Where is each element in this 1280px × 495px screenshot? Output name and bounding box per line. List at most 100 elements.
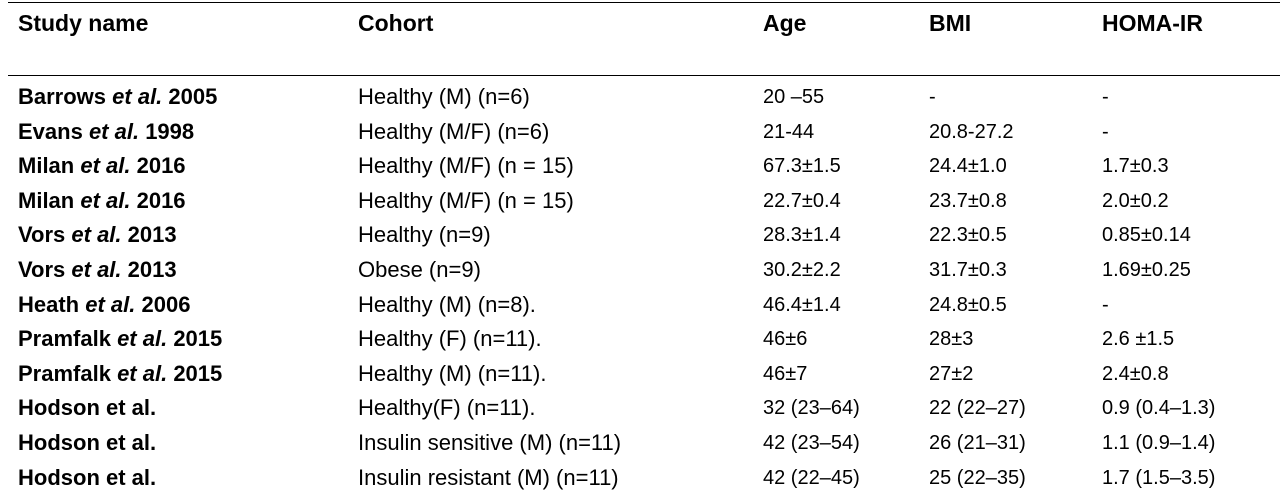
cohort-cell: Healthy (F) (n=11). (358, 326, 542, 352)
table-row: Barrows et al. 2005 Healthy (M) (n=6) 20 –… (8, 80, 1280, 114)
study-name-cell: Pramfalk et al. 2015 (18, 322, 222, 356)
study-author: Barrows (18, 84, 113, 109)
bmi-cell: 31.7±0.3 (929, 259, 1007, 281)
age-cell: 67.3±1.5 (763, 155, 841, 178)
study-name-cell: Hodson et al. (18, 461, 156, 495)
study-name-cell: Milan et al. 2016 (18, 184, 186, 218)
cohort-cell: Healthy (M) (n=8). (358, 291, 536, 317)
study-etal: et al. (85, 291, 136, 317)
study-etal: et al. (88, 118, 140, 144)
table-row: Pramfalk et al. 2015 Healthy (F) (n=11). 4… (8, 322, 1280, 356)
study-author: Vors (18, 222, 72, 248)
age-cell: 21-44 (763, 120, 815, 143)
study-author: Hodson et al. (18, 395, 157, 421)
study-name-cell: Vors et al. 2013 (18, 218, 177, 252)
table-row: Hodson et al. Insulin resistant (M) (n=11… (8, 461, 1280, 495)
cohort-cell: Healthy (M/F) (n = 15) (358, 153, 574, 179)
table-header-row: Study name Cohort Age BMI HOMA-IR (8, 6, 1280, 40)
study-year: 2015 (167, 326, 223, 352)
bmi-cell: 28±3 (929, 328, 974, 351)
table-row: Hodson et al. Healthy(F) (n=11). 32 (23–64… (8, 391, 1280, 425)
table-row: Hodson et al. Insulin sensitive (M) (n=11… (8, 426, 1280, 460)
homa-ir-cell: 2.4±0.8 (1102, 362, 1169, 385)
study-etal: et al. (80, 153, 131, 179)
study-year: 2005 (162, 84, 218, 109)
study-author: Pramfalk (18, 326, 118, 352)
homa-ir-cell: - (1102, 293, 1109, 316)
cohort-cell: Healthy (M) (n=6) (358, 84, 530, 109)
study-etal: et al. (71, 257, 122, 282)
age-cell: 42 (22–45) (763, 466, 860, 489)
cohort-cell: Healthy (n=9) (358, 222, 491, 248)
homa-ir-cell: - (1102, 120, 1109, 143)
cohort-cell: Healthy (M/F) (n = 15) (358, 187, 574, 213)
cohort-cell: Healthy (M) (n=11). (358, 360, 547, 386)
homa-ir-cell: 1.7 (1.5–3.5) (1102, 466, 1216, 489)
table-header-rule (8, 75, 1280, 76)
bmi-cell: 22.3±0.5 (929, 224, 1007, 247)
homa-ir-cell: 2.6 ±1.5 (1102, 328, 1175, 351)
study-name-cell: Hodson et al. (18, 426, 156, 460)
bmi-cell: 20.8-27.2 (929, 120, 1014, 143)
bmi-cell: 26 (21–31) (929, 432, 1026, 454)
study-name-cell: Milan et al. 2016 (18, 149, 186, 183)
age-cell: 20 –55 (763, 86, 825, 108)
age-cell: 42 (23–54) (763, 432, 860, 454)
age-cell: 46±6 (763, 328, 808, 351)
bmi-cell: 27±2 (929, 362, 974, 385)
bmi-cell: 22 (22–27) (929, 397, 1026, 420)
age-cell: 46±7 (763, 362, 808, 385)
study-author: Milan (18, 187, 81, 213)
homa-ir-cell: 2.0±0.2 (1102, 189, 1169, 212)
header-homa-ir: HOMA-IR (1102, 10, 1203, 36)
homa-ir-cell: 1.1 (0.9–1.4) (1102, 432, 1216, 454)
study-year: 2006 (135, 291, 191, 317)
table-row: Heath et al. 2006 Healthy (M) (n=8). 46.4±… (8, 288, 1280, 322)
age-cell: 46.4±1.4 (763, 293, 841, 316)
cohort-cell: Insulin resistant (M) (n=11) (358, 464, 619, 490)
study-etal: et al. (71, 222, 122, 248)
study-etal: et al. (80, 187, 131, 213)
study-etal: et al. (112, 84, 163, 109)
age-cell: 30.2±2.2 (763, 259, 841, 281)
bmi-cell: 25 (22–35) (929, 466, 1026, 489)
homa-ir-cell: 0.85±0.14 (1102, 224, 1191, 247)
study-author: Hodson et al. (18, 464, 157, 490)
table-row: Vors et al. 2013 Obese (n=9) 30.2±2.2 31.7±… (8, 253, 1280, 287)
study-name-cell: Barrows et al. 2005 (18, 80, 217, 114)
table-top-rule (8, 2, 1280, 3)
study-name-cell: Evans et al. 1998 (18, 115, 194, 149)
cohort-cell: Insulin sensitive (M) (n=11) (358, 430, 622, 455)
table-row: Evans et al. 1998 Healthy (M/F) (n=6) 21-4… (8, 115, 1280, 149)
cohort-cell: Obese (n=9) (358, 257, 481, 282)
age-cell: 32 (23–64) (763, 397, 860, 420)
table-row: Milan et al. 2016 Healthy (M/F) (n = 15) 6… (8, 149, 1280, 183)
study-year: 2015 (167, 360, 223, 386)
table-row: Milan et al. 2016 Healthy (M/F) (n = 15) 2… (8, 184, 1280, 218)
study-author: Evans (18, 118, 89, 144)
homa-ir-cell: 1.7±0.3 (1102, 155, 1169, 178)
study-etal: et al. (117, 326, 168, 352)
study-etal: et al. (117, 360, 168, 386)
table-row: Vors et al. 2013 Healthy (n=9) 28.3±1.4 22.… (8, 218, 1280, 252)
study-year: 2013 (121, 222, 177, 248)
bmi-cell: 24.8±0.5 (929, 293, 1007, 316)
bmi-cell: - (929, 86, 936, 108)
study-author: Hodson et al. (18, 430, 157, 455)
study-author: Vors (18, 257, 72, 282)
cohort-cell: Healthy(F) (n=11). (358, 395, 536, 421)
homa-ir-cell: 1.69±0.25 (1102, 259, 1191, 281)
cohort-cell: Healthy (M/F) (n=6) (358, 118, 550, 144)
header-age: Age (763, 10, 807, 36)
header-cohort: Cohort (358, 10, 434, 36)
age-cell: 28.3±1.4 (763, 224, 841, 247)
age-cell: 22.7±0.4 (763, 189, 841, 212)
homa-ir-cell: 0.9 (0.4–1.3) (1102, 397, 1216, 420)
study-name-cell: Heath et al. 2006 (18, 288, 190, 322)
study-author: Pramfalk (18, 360, 118, 386)
study-name-cell: Hodson et al. (18, 391, 156, 425)
study-year: 1998 (139, 118, 195, 144)
header-bmi: BMI (929, 10, 972, 36)
bmi-cell: 24.4±1.0 (929, 155, 1007, 178)
study-name-cell: Vors et al. 2013 (18, 253, 177, 287)
